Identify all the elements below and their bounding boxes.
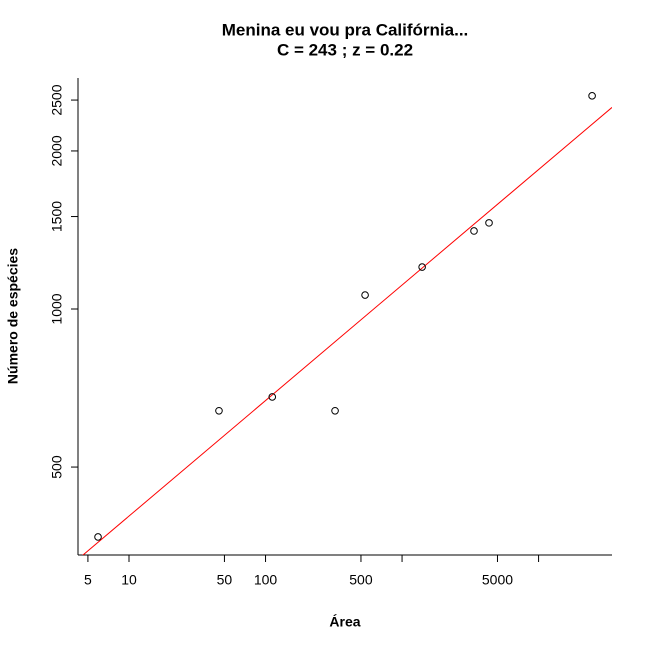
data-point xyxy=(268,393,277,401)
x-tick-label: 500 xyxy=(349,572,373,588)
chart-subtitle: C = 243 ; z = 0.22 xyxy=(277,40,413,59)
chart-title: Menina eu vou pra Califórnia... xyxy=(222,20,469,39)
y-tick-label: 2000 xyxy=(49,135,65,166)
y-tick-label: 1500 xyxy=(49,201,65,232)
fit-line xyxy=(82,107,612,555)
x-axis-label: Área xyxy=(329,614,360,630)
x-tick-label: 10 xyxy=(121,572,137,588)
y-axis-label: Número de espécies xyxy=(5,248,21,384)
data-point xyxy=(485,219,493,227)
data-point xyxy=(588,92,596,100)
data-point xyxy=(331,406,339,415)
x-tick-label: 50 xyxy=(217,572,233,588)
y-tick-label: 2500 xyxy=(49,84,65,115)
x-tick-label: 100 xyxy=(254,572,278,588)
data-point xyxy=(418,263,426,271)
data-point xyxy=(215,406,223,415)
data-point xyxy=(470,227,478,235)
x-tick-label: 5000 xyxy=(482,572,513,588)
y-tick-label: 500 xyxy=(49,455,65,479)
y-tick-label: 1000 xyxy=(49,293,65,324)
x-tick-label: 5 xyxy=(84,572,92,588)
data-point xyxy=(94,533,102,541)
data-point xyxy=(361,291,369,299)
